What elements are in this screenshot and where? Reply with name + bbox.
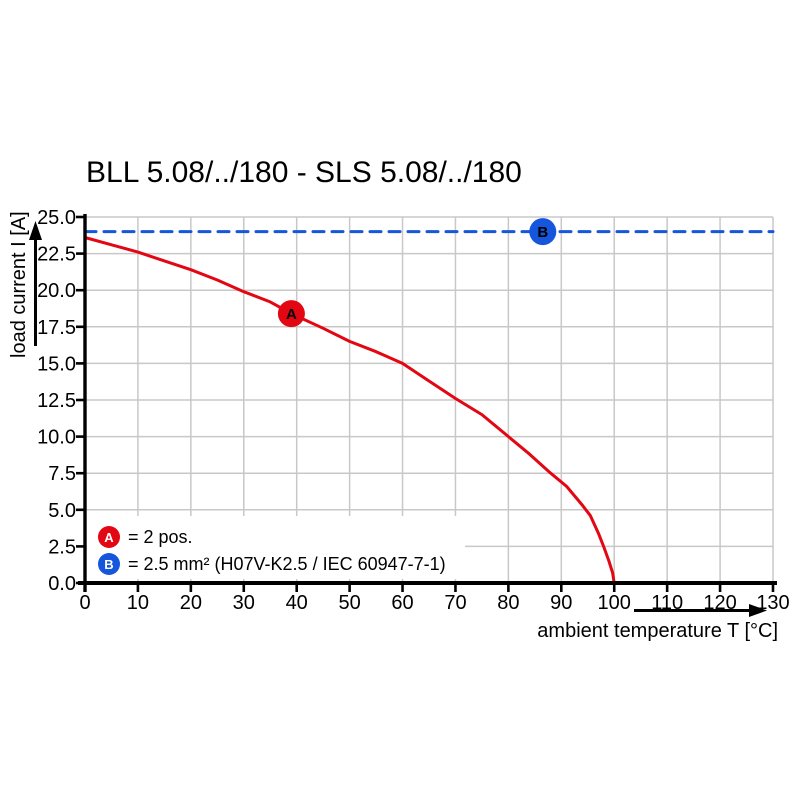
x-tick-label: 10: [127, 592, 149, 614]
x-tick-label: 130: [756, 592, 789, 614]
chart-title: BLL 5.08/../180 - SLS 5.08/../180: [86, 156, 522, 189]
x-tick-label: 100: [598, 592, 631, 614]
marker-a-badge: [277, 300, 305, 328]
series-a-line: [83, 236, 616, 585]
legend-label-a: = 2 pos.: [128, 526, 193, 547]
legend-marker-a-badge: A: [98, 526, 120, 548]
y-tick-label: 15.0: [37, 353, 76, 375]
x-axis-arrow-head-icon: [749, 604, 767, 617]
legend-item-b: B = 2.5 mm² (H07V-K2.5 / IEC 60947-7-1): [87, 552, 465, 576]
x-tick-label: 40: [286, 592, 308, 614]
y-tick-label: 10.0: [37, 427, 76, 449]
y-axis-arrow-head-icon: [29, 221, 42, 240]
marker-a-letter: A: [286, 306, 297, 323]
y-tick-label: 20.0: [37, 280, 76, 302]
legend-label-b: = 2.5 mm² (H07V-K2.5 / IEC 60947-7-1): [128, 553, 446, 574]
x-tick-label: 0: [79, 592, 90, 614]
x-tick-label: 60: [391, 592, 413, 614]
x-tick-label: 120: [703, 592, 736, 614]
y-tick-label: 7.5: [48, 463, 76, 485]
x-tick-label: 90: [550, 592, 572, 614]
marker-b-badge: [529, 218, 557, 246]
x-tick-label: 80: [497, 592, 519, 614]
y-tick-label: 0.0: [48, 573, 76, 595]
y-tick-label: 22.5: [37, 244, 76, 266]
marker-b-letter: B: [537, 224, 548, 241]
x-tick-label: 110: [651, 592, 683, 614]
x-tick-label: 30: [233, 592, 255, 614]
y-tick-label: 5.0: [48, 500, 76, 522]
x-tick-label: 20: [180, 592, 202, 614]
y-tick-label: 25.0: [37, 207, 76, 229]
y-tick-label: 2.5: [48, 536, 76, 558]
x-axis-label: ambient temperature T [°C]: [537, 620, 778, 642]
legend: A = 2 pos. B = 2.5 mm² (H07V-K2.5 / IEC …: [87, 516, 465, 579]
y-axis-label: load current I [A]: [8, 211, 30, 358]
legend-item-a: A = 2 pos.: [87, 525, 465, 549]
y-tick-label: 17.5: [37, 317, 76, 339]
y-tick-label: 12.5: [37, 390, 76, 412]
legend-marker-b-badge: B: [98, 553, 120, 575]
x-tick-label: 50: [338, 592, 360, 614]
x-tick-label: 70: [444, 592, 466, 614]
